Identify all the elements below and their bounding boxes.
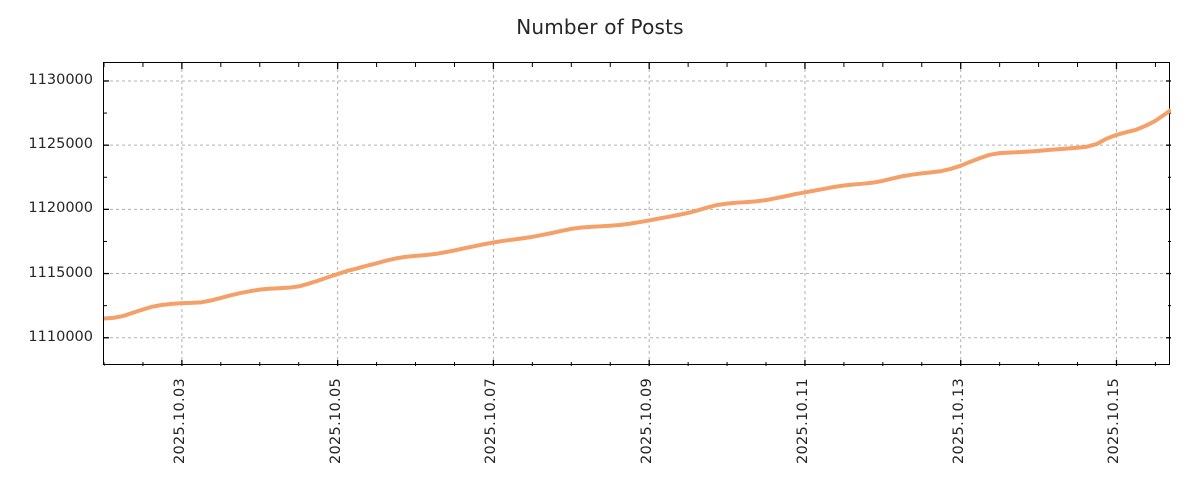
x-tick-label: 2025.10.03: [171, 378, 188, 465]
x-tick-label: 2025.10.11: [794, 378, 811, 465]
y-tick-label: 1110000: [28, 328, 93, 345]
y-tick-label: 1130000: [28, 71, 93, 88]
x-tick-label: 2025.10.07: [483, 378, 500, 465]
y-tick-label: 1115000: [28, 264, 93, 281]
x-tick-label: 2025.10.15: [1106, 378, 1123, 465]
plot-area: [103, 62, 1171, 366]
y-tick-label: 1125000: [28, 136, 93, 153]
y-axis-tick-labels: 1110000 1115000 1120000 1125000 1130000: [0, 0, 93, 500]
axis-tick-marks: [104, 63, 1171, 366]
x-tick-label: 2025.10.05: [327, 378, 344, 465]
chart-title: Number of Posts: [516, 15, 684, 39]
y-tick-label: 1120000: [28, 200, 93, 217]
line-series-number-of-posts: [104, 108, 1171, 321]
data-series-group: [104, 108, 1171, 321]
grid-lines: [104, 63, 1171, 366]
plot-svg: [104, 63, 1171, 366]
x-tick-label: 2025.10.09: [639, 378, 656, 465]
x-tick-label: 2025.10.13: [950, 378, 967, 465]
